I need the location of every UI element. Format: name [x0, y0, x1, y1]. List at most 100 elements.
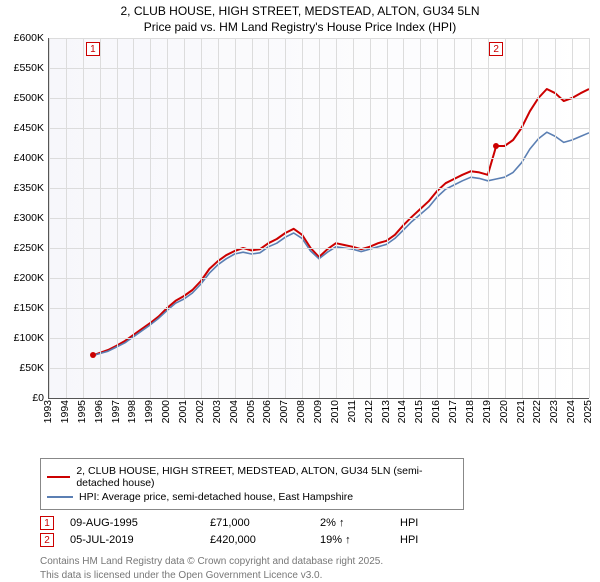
note-price: £71,000 — [210, 517, 320, 529]
grid-v — [201, 38, 202, 398]
chart-titles: 2, CLUB HOUSE, HIGH STREET, MEDSTEAD, AL… — [0, 4, 600, 34]
x-tick-label: 2006 — [261, 400, 273, 423]
grid-v — [100, 38, 101, 398]
y-tick-label: £250K — [14, 242, 44, 254]
grid-v — [66, 38, 67, 398]
grid-v — [572, 38, 573, 398]
y-tick-label: £50K — [19, 362, 44, 374]
x-tick-label: 2013 — [380, 400, 392, 423]
y-tick-label: £600K — [14, 32, 44, 44]
grid-v — [437, 38, 438, 398]
grid-v — [538, 38, 539, 398]
grid-v — [167, 38, 168, 398]
grid-v — [353, 38, 354, 398]
y-tick-label: £450K — [14, 122, 44, 134]
sale-point — [493, 143, 499, 149]
x-tick-label: 2015 — [413, 400, 425, 423]
y-tick-label: £100K — [14, 332, 44, 344]
footer-line-1: Contains HM Land Registry data © Crown c… — [40, 555, 600, 569]
legend-label: 2, CLUB HOUSE, HIGH STREET, MEDSTEAD, AL… — [76, 465, 457, 489]
footer: Contains HM Land Registry data © Crown c… — [40, 555, 600, 582]
x-tick-label: 1996 — [93, 400, 105, 423]
x-tick-label: 2025 — [582, 400, 594, 423]
y-tick-label: £200K — [14, 272, 44, 284]
grid-v — [370, 38, 371, 398]
title-line-1: 2, CLUB HOUSE, HIGH STREET, MEDSTEAD, AL… — [0, 4, 600, 18]
x-tick-label: 2022 — [531, 400, 543, 423]
x-tick-label: 2021 — [515, 400, 527, 423]
grid-v — [471, 38, 472, 398]
note-vs: HPI — [400, 534, 418, 546]
sale-point — [90, 352, 96, 358]
x-tick-label: 2023 — [548, 400, 560, 423]
note-vs: HPI — [400, 517, 418, 529]
note-marker-box: 2 — [40, 533, 54, 547]
note-date: 09-AUG-1995 — [70, 517, 210, 529]
grid-v — [268, 38, 269, 398]
grid-v — [522, 38, 523, 398]
x-tick-label: 2007 — [278, 400, 290, 423]
y-tick-label: £400K — [14, 152, 44, 164]
y-tick-label: £550K — [14, 62, 44, 74]
grid-v — [49, 38, 50, 398]
x-tick-label: 2001 — [177, 400, 189, 423]
x-tick-label: 2011 — [346, 400, 358, 423]
x-tick-label: 2024 — [565, 400, 577, 423]
x-tick-label: 2003 — [211, 400, 223, 423]
grid-v — [336, 38, 337, 398]
x-tick-label: 1999 — [143, 400, 155, 423]
grid-v — [387, 38, 388, 398]
chart-container: £0£50K£100K£150K£200K£250K£300K£350K£400… — [6, 38, 594, 418]
legend-row: HPI: Average price, semi-detached house,… — [47, 491, 457, 503]
note-row: 109-AUG-1995£71,0002% ↑HPI — [40, 516, 600, 530]
grid-v — [555, 38, 556, 398]
x-tick-label: 2004 — [228, 400, 240, 423]
grid-v — [235, 38, 236, 398]
legend-swatch — [47, 496, 73, 498]
legend-swatch — [47, 476, 70, 478]
grid-v — [505, 38, 506, 398]
note-row: 2 05-JUL-2019£420,00019% ↑HPI — [40, 533, 600, 547]
grid-v — [589, 38, 590, 398]
x-tick-label: 2014 — [396, 400, 408, 423]
x-tick-label: 2020 — [498, 400, 510, 423]
grid-v — [420, 38, 421, 398]
grid-v — [319, 38, 320, 398]
y-tick-label: £150K — [14, 302, 44, 314]
grid-v — [83, 38, 84, 398]
note-marker-box: 1 — [40, 516, 54, 530]
x-tick-label: 2008 — [295, 400, 307, 423]
grid-v — [218, 38, 219, 398]
grid-v — [488, 38, 489, 398]
x-tick-label: 2012 — [363, 400, 375, 423]
y-axis-labels: £0£50K£100K£150K£200K£250K£300K£350K£400… — [6, 38, 46, 398]
grid-v — [454, 38, 455, 398]
x-tick-label: 1998 — [126, 400, 138, 423]
title-line-2: Price paid vs. HM Land Registry's House … — [0, 20, 600, 34]
grid-v — [252, 38, 253, 398]
x-tick-label: 1993 — [42, 400, 54, 423]
plot-area: 12 — [48, 38, 589, 399]
grid-v — [150, 38, 151, 398]
x-tick-label: 2000 — [160, 400, 172, 423]
grid-v — [302, 38, 303, 398]
x-tick-label: 2016 — [430, 400, 442, 423]
x-tick-label: 2019 — [481, 400, 493, 423]
note-delta: 19% ↑ — [320, 534, 400, 546]
x-tick-label: 2017 — [447, 400, 459, 423]
grid-v — [184, 38, 185, 398]
x-tick-label: 1994 — [59, 400, 71, 423]
y-tick-label: £350K — [14, 182, 44, 194]
note-date: 05-JUL-2019 — [70, 534, 210, 546]
legend: 2, CLUB HOUSE, HIGH STREET, MEDSTEAD, AL… — [40, 458, 464, 510]
y-tick-label: £500K — [14, 92, 44, 104]
sale-notes: 109-AUG-1995£71,0002% ↑HPI205-JUL-2019£4… — [40, 516, 600, 547]
grid-v — [285, 38, 286, 398]
x-tick-label: 2009 — [312, 400, 324, 423]
grid-v — [117, 38, 118, 398]
y-tick-label: £300K — [14, 212, 44, 224]
note-price: £420,000 — [210, 534, 320, 546]
legend-row: 2, CLUB HOUSE, HIGH STREET, MEDSTEAD, AL… — [47, 465, 457, 489]
x-tick-label: 2005 — [245, 400, 257, 423]
sale-marker-box: 2 — [489, 42, 503, 56]
